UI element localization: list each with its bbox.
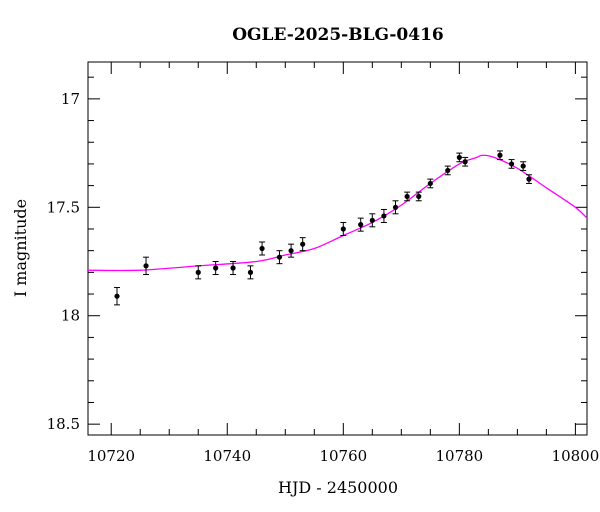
data-marker <box>404 193 410 200</box>
chart-title: OGLE-2025-BLG-0416 <box>232 25 444 45</box>
data-point <box>462 156 469 167</box>
data-point <box>357 217 364 232</box>
data-marker <box>259 245 265 252</box>
plot-frame <box>87 61 588 436</box>
data-point <box>456 152 463 163</box>
data-point <box>143 256 150 276</box>
data-point <box>247 265 254 280</box>
data-point <box>508 159 515 169</box>
data-point <box>369 213 376 228</box>
y-tick-label: 18 <box>61 307 80 325</box>
data-point <box>380 208 387 223</box>
data-marker <box>416 193 422 200</box>
data-point <box>212 261 219 276</box>
y-axis-label: I magnitude <box>11 199 30 297</box>
data-marker <box>114 293 120 299</box>
data-marker <box>526 176 532 182</box>
x-tick-label: 10720 <box>87 447 135 465</box>
data-marker <box>340 226 346 232</box>
data-point <box>299 237 306 252</box>
data-marker <box>427 180 433 187</box>
data-point <box>288 243 295 258</box>
data-point <box>114 287 121 306</box>
x-axis-label: HJD - 2450000 <box>278 478 398 497</box>
data-point <box>230 261 237 276</box>
data-point <box>404 191 411 202</box>
data-point <box>259 241 266 256</box>
data-marker <box>508 161 515 167</box>
x-tick-label: 10740 <box>203 447 251 465</box>
x-tick-label: 10780 <box>435 447 483 465</box>
data-points-layer <box>114 150 532 306</box>
data-marker <box>445 167 451 174</box>
data-point <box>392 200 399 215</box>
tick-labels-layer: 10720 10740 10760 10780 10800 17 17.5 18 18.5 <box>47 90 600 465</box>
data-marker <box>213 265 219 271</box>
data-point <box>496 150 503 161</box>
model-curve <box>87 154 588 272</box>
x-tick-label: 10800 <box>552 447 600 465</box>
x-tick-label: 10760 <box>319 447 367 465</box>
data-marker <box>456 154 462 161</box>
y-tick-label: 18.5 <box>47 415 80 433</box>
data-marker <box>358 222 364 228</box>
data-marker <box>462 159 468 165</box>
data-marker <box>247 269 254 275</box>
data-point <box>340 221 347 236</box>
data-point <box>276 250 283 265</box>
data-marker <box>392 204 399 210</box>
data-marker <box>143 263 149 269</box>
data-point <box>525 174 532 184</box>
ticks-layer <box>88 62 587 435</box>
data-marker <box>369 217 375 223</box>
data-point <box>415 191 422 202</box>
data-marker <box>381 213 387 219</box>
data-marker <box>230 265 236 271</box>
data-marker <box>288 248 294 254</box>
y-tick-label: 17 <box>61 90 80 108</box>
data-marker <box>300 241 306 247</box>
data-marker <box>276 254 283 260</box>
data-point <box>427 178 434 189</box>
data-marker <box>195 269 201 275</box>
data-marker <box>497 152 503 158</box>
data-point <box>520 161 527 171</box>
data-point <box>444 165 451 176</box>
y-tick-label: 17.5 <box>47 198 80 216</box>
data-point <box>195 265 202 280</box>
data-marker <box>520 163 526 169</box>
